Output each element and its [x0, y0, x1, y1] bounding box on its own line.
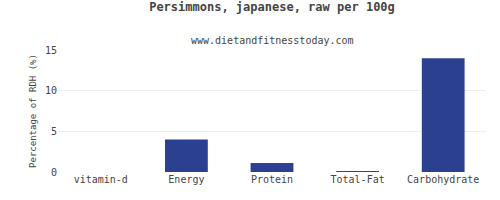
svg-text:15: 15 — [45, 45, 57, 56]
svg-text:Percentage of RDH (%): Percentage of RDH (%) — [28, 54, 38, 168]
svg-text:Energy: Energy — [168, 174, 204, 185]
svg-text:10: 10 — [45, 85, 57, 96]
svg-text:www.dietandfitnesstoday.com: www.dietandfitnesstoday.com — [191, 35, 354, 46]
svg-text:Total-Fat: Total-Fat — [331, 174, 385, 185]
svg-text:Carbohydrate: Carbohydrate — [407, 174, 479, 185]
svg-text:Protein: Protein — [251, 174, 293, 185]
svg-text:5: 5 — [51, 126, 57, 137]
svg-text:vitamin-d: vitamin-d — [74, 174, 128, 185]
svg-text:Persimmons, japanese, raw per: Persimmons, japanese, raw per 100g — [149, 0, 395, 14]
svg-text:0: 0 — [51, 167, 57, 178]
